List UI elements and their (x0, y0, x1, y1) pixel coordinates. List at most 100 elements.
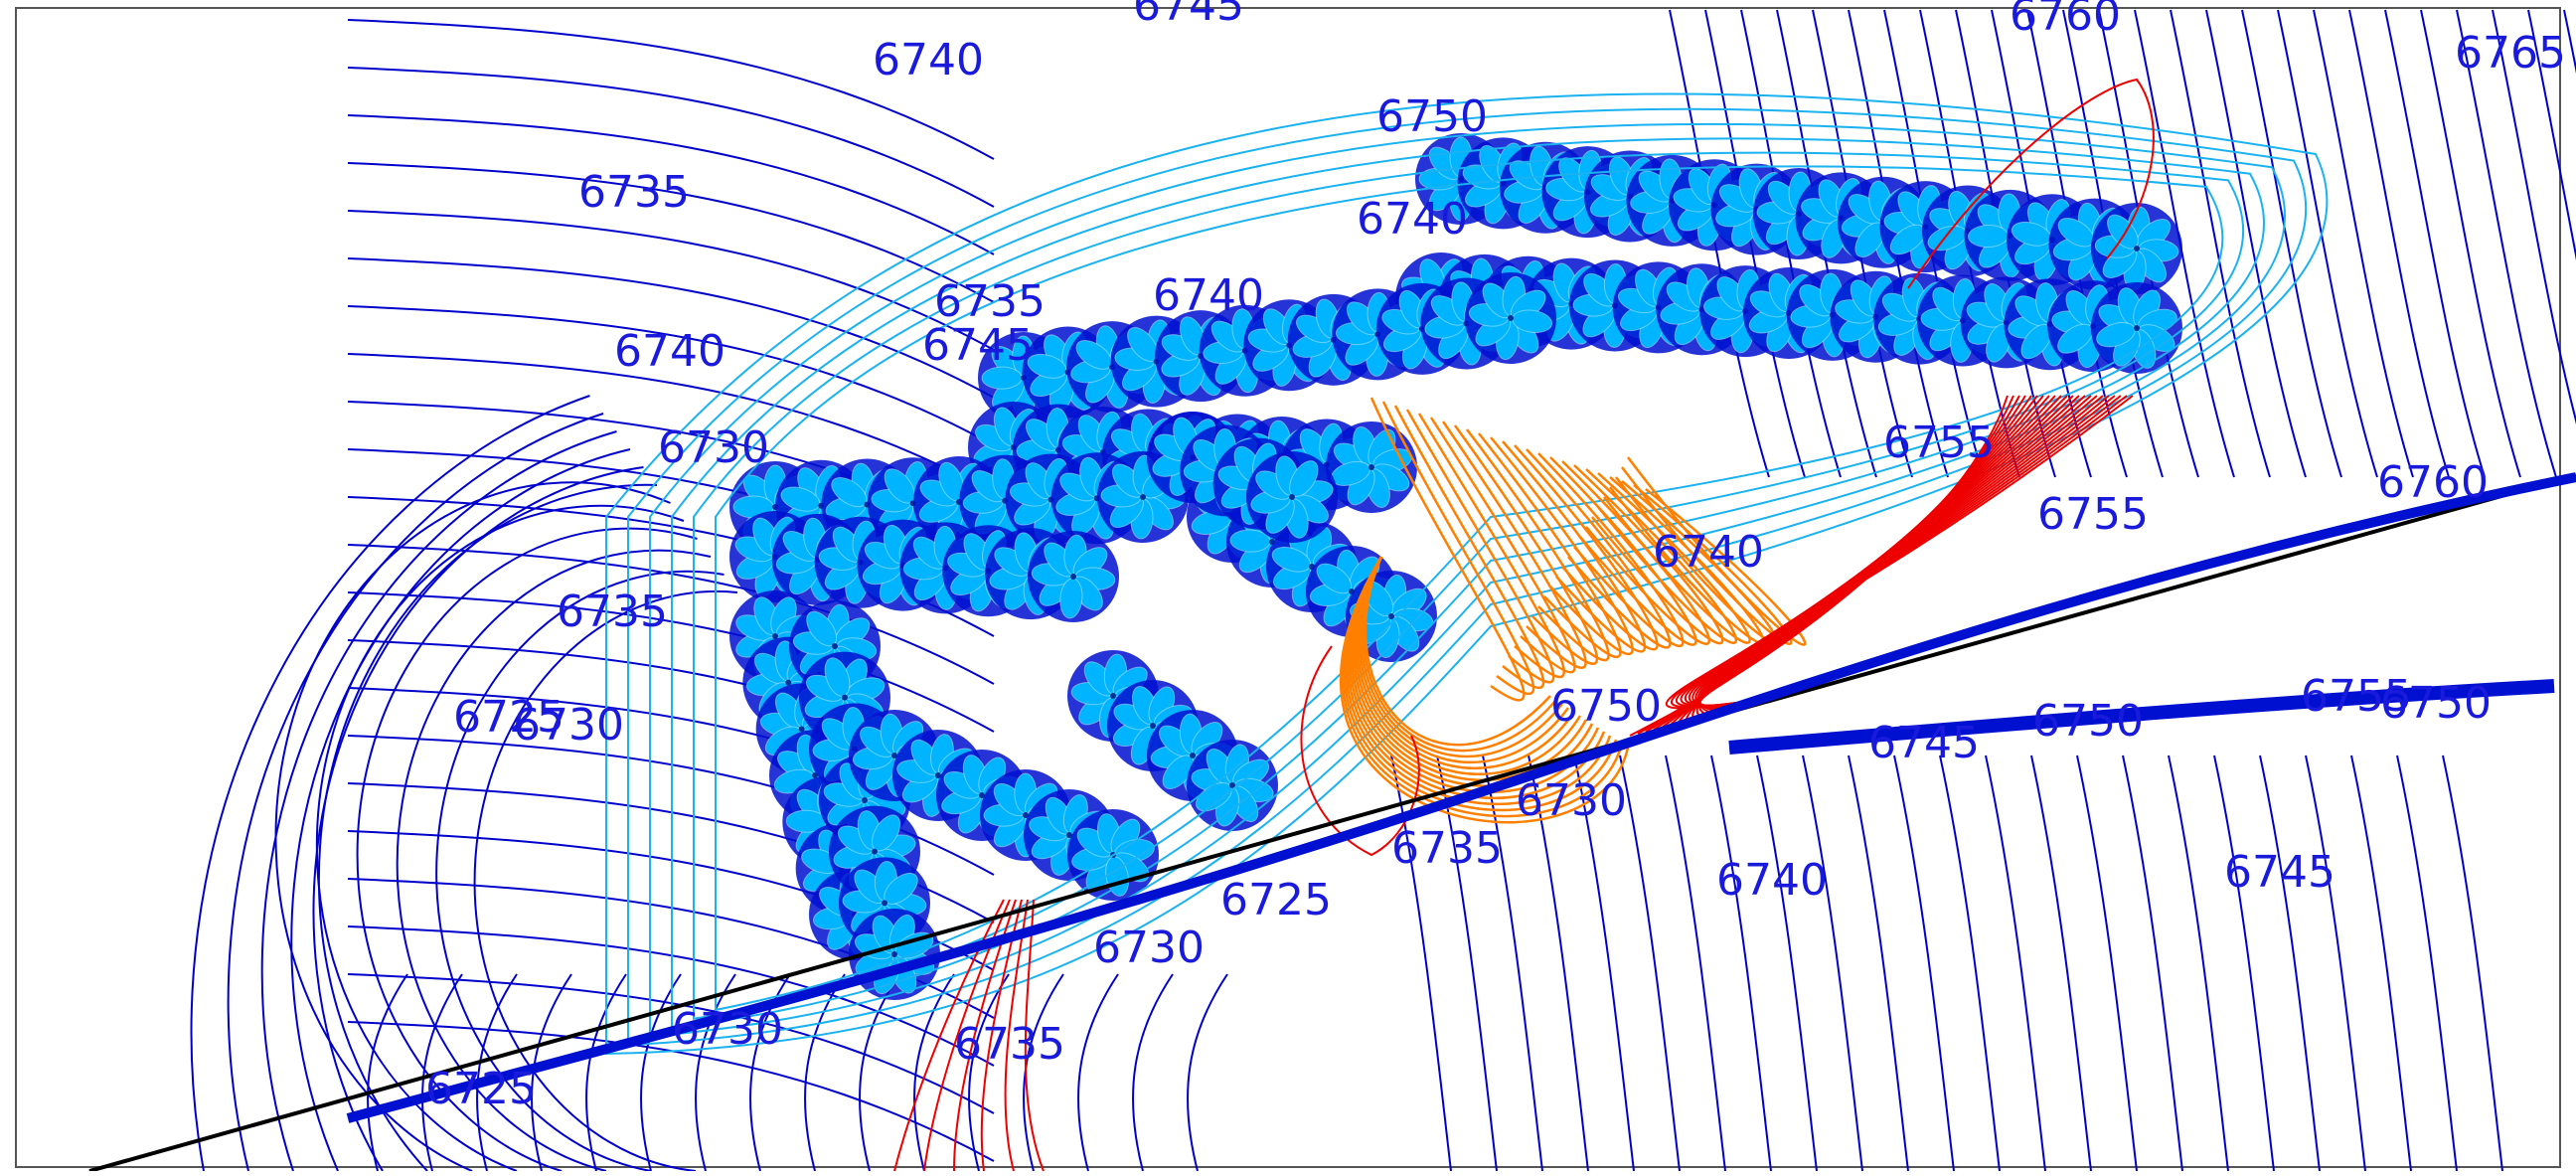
contour-line (2442, 755, 2503, 1172)
contour-line (1619, 755, 1681, 1172)
contour-label: 6750 (2032, 696, 2144, 747)
contour-line (2205, 9, 2307, 478)
contour-line (347, 67, 995, 208)
orange-flow-line (1453, 424, 1599, 665)
contour-line (1669, 9, 1770, 478)
light-contour (671, 137, 2265, 1029)
contour-label: 6745 (2224, 847, 2335, 898)
red-flow-line (1665, 395, 2134, 710)
orange-flow-line (1359, 556, 1570, 764)
contour-label: 6755 (2301, 671, 2412, 722)
orange-flow-line (1537, 452, 1685, 647)
contour-line (2213, 755, 2275, 1172)
orange-flow-line (1349, 556, 1600, 793)
contour-line (347, 353, 995, 494)
contour-labels: 6740 6745 6760 6765 6750 6735 6740 6735 … (425, 0, 2566, 1114)
contour-line (2122, 755, 2183, 1172)
circle-marker (872, 848, 878, 855)
contour-line (913, 973, 955, 1172)
contour-line (1756, 755, 1818, 1172)
contour-line (2076, 755, 2138, 1172)
contour-line (367, 973, 408, 1172)
contour-line (1077, 973, 1119, 1172)
circle-marker (891, 753, 897, 758)
contour-line (2134, 9, 2235, 478)
contour-label: 6730 (513, 700, 624, 751)
orange-flow-line (1502, 440, 1647, 653)
contour-line (2170, 9, 2271, 478)
contour-line (435, 570, 724, 1172)
orange-flow-line (1441, 420, 1587, 670)
orange-flow-line (1345, 556, 1612, 806)
contour-label: 6755 (2037, 489, 2149, 540)
contour-label: 6750 (1550, 681, 1662, 732)
contour-line (2313, 9, 2414, 478)
circle-marker (1023, 812, 1029, 818)
circle-marker (1289, 494, 1295, 500)
orange-flow-line (1405, 409, 1555, 684)
circle-marker (1508, 315, 1514, 321)
contour-line (1776, 9, 1877, 478)
contour-label: 6740 (1357, 194, 1468, 245)
contour-line (1482, 755, 1543, 1172)
contour-line (2277, 9, 2378, 478)
red-flow-line (1300, 645, 1420, 857)
contour-line (2396, 755, 2458, 1172)
contour-line (1187, 973, 1228, 1172)
contour-label: 6760 (2377, 457, 2489, 508)
point-clusters (605, 92, 2329, 1056)
circle-marker (935, 772, 941, 778)
orange-flow-line (1381, 401, 1535, 696)
contour-line (2350, 755, 2412, 1172)
contour-line (2456, 9, 2557, 478)
circle-marker (2134, 246, 2140, 252)
contour-line (1704, 9, 1806, 478)
red-flow-line (1907, 78, 2155, 289)
contour-line (347, 544, 995, 685)
red-flow-line (893, 899, 1005, 1172)
contour-label: 6745 (1868, 718, 1980, 768)
contour-line (1665, 755, 1726, 1172)
thick-blue-band (346, 472, 2576, 1123)
circle-marker (1388, 613, 1394, 619)
contour-line (640, 973, 682, 1172)
contour-label: 6740 (873, 35, 984, 85)
contour-line (347, 162, 995, 303)
contour-line (2420, 9, 2521, 478)
circle-marker (785, 679, 792, 686)
contour-label: 6745 (1133, 0, 1244, 31)
contour-line (1939, 755, 2001, 1172)
contour-label: 6730 (1516, 775, 1627, 826)
contour-line (473, 589, 738, 1172)
contour-line (1893, 755, 1955, 1172)
flower-cluster (1465, 272, 1556, 364)
orange-flow-line (1347, 556, 1606, 800)
red-flow-line (923, 899, 1011, 1172)
red-flow-lines (893, 78, 2155, 1172)
contour-line (274, 481, 671, 1172)
contour-line (1573, 755, 1635, 1172)
map-frame (15, 7, 2561, 1168)
circle-marker (1190, 753, 1196, 758)
contour-line (347, 305, 995, 446)
circle-marker (1070, 574, 1076, 580)
contour-label: 6740 (614, 326, 725, 377)
contour-line (2527, 9, 2576, 261)
orange-flow-line (1341, 556, 1624, 818)
contour-label: 6730 (1093, 923, 1205, 973)
orange-flow-line (1343, 556, 1618, 812)
circle-marker (862, 797, 868, 803)
contour-line (2492, 9, 2576, 425)
light-contour (693, 151, 2244, 1020)
contour-line (1812, 9, 1913, 478)
contour-label: 6725 (453, 692, 564, 743)
contour-label: 6755 (1883, 418, 1995, 468)
contour-label: 6725 (1220, 875, 1332, 925)
contour-label: 6745 (922, 320, 1034, 371)
circle-marker (1110, 693, 1116, 699)
orange-flow-line (1514, 444, 1659, 651)
flower-cluster (1326, 421, 1417, 513)
contour-line (347, 973, 995, 1114)
